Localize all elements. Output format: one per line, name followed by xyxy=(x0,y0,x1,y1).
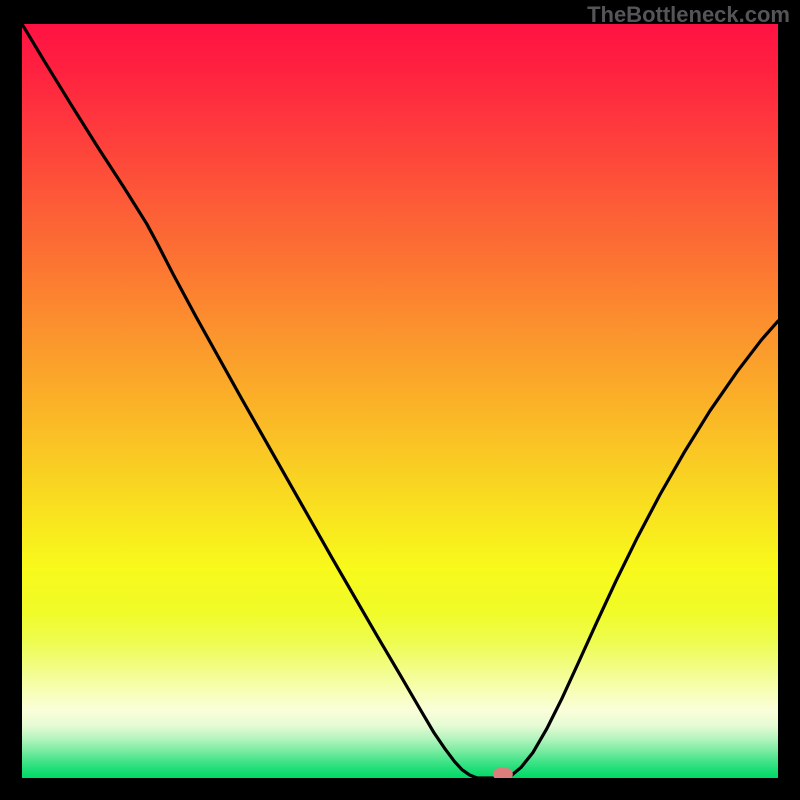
source-watermark: TheBottleneck.com xyxy=(587,2,790,28)
chart-plot-area xyxy=(22,24,778,778)
chart-frame: { "source_watermark": { "text": "TheBott… xyxy=(0,0,800,800)
chart-gradient-background xyxy=(22,24,778,778)
chart-svg xyxy=(22,24,778,778)
